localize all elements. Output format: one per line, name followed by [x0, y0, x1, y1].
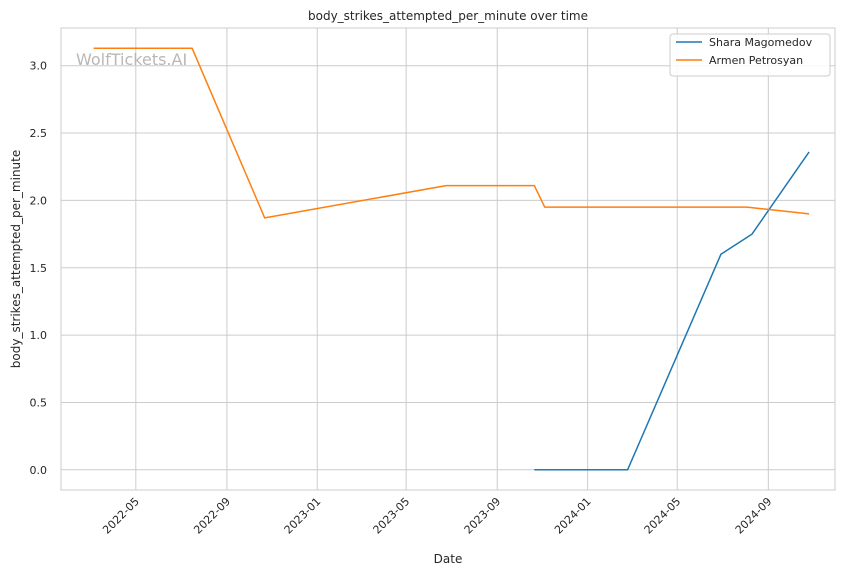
watermark-text: WolfTickets.AI: [76, 50, 187, 69]
x-tick-label: 2024-09: [733, 495, 775, 537]
y-tick-labels: 0.0 0.5 1.0 1.5 2.0 2.5 3.0: [30, 60, 48, 477]
y-axis-label: body_strikes_attempted_per_minute: [9, 150, 23, 368]
x-tick-labels: 2022-05 2022-09 2023-01 2023-05 2023-09 2024-…: [100, 495, 774, 537]
chart-title: body_strikes_attempted_per_minute over t…: [308, 9, 588, 23]
x-axis-label: Date: [434, 552, 463, 566]
x-tick-label: 2022-09: [191, 495, 233, 537]
x-tick-label: 2022-05: [100, 495, 142, 537]
y-tick-label: 2.5: [30, 127, 48, 140]
plot-frame: [60, 27, 836, 491]
series-lines: [93, 47, 810, 471]
y-tick-label: 1.0: [30, 329, 48, 342]
x-tick-label: 2024-05: [642, 495, 684, 537]
y-tick-label: 2.0: [30, 194, 48, 207]
x-tick-label: 2023-01: [282, 495, 324, 537]
series-line-1: [534, 151, 810, 471]
legend-label: Shara Magomedov: [709, 36, 813, 49]
legend-label: Armen Petrosyan: [709, 54, 803, 67]
y-tick-label: 3.0: [30, 60, 48, 73]
series-line-2: [93, 47, 810, 219]
legend-box: [669, 33, 831, 77]
y-tick-label: 1.5: [30, 262, 48, 275]
y-tick-label: 0.0: [30, 464, 48, 477]
y-tick-label: 0.5: [30, 396, 48, 409]
legend: Shara Magomedov Armen Petrosyan: [669, 33, 831, 77]
x-tick-label: 2023-09: [462, 495, 504, 537]
x-tick-label: 2024-01: [552, 495, 594, 537]
grid-lines: [61, 28, 835, 490]
x-tick-label: 2023-05: [371, 495, 413, 537]
